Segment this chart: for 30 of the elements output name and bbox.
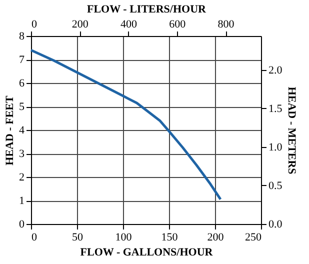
x-tick-label: 0 [32,232,38,244]
y-tick-label: 8 [19,30,25,42]
y-tick-label: 7 [19,54,25,66]
line-series [30,48,222,201]
y-tick-label: 6 [19,78,25,90]
y2-tick-label: 1.0 [268,141,283,154]
y-tick-label: 3 [19,148,25,160]
y2-tick-label: 0.0 [268,218,283,230]
x2-tick-label: 0 [32,18,38,30]
y2-tick-label: 2.0 [268,64,283,76]
x-tick-label: 250 [245,232,262,244]
x2-tick-label: 800 [218,18,235,30]
y-tick-label: 4 [19,124,25,136]
y-tick-label: 2 [19,172,24,184]
x2-tick-label: 200 [72,18,89,30]
y2-axis-title: HEAD - METERS [285,86,298,174]
x-tick-label: 100 [115,232,132,244]
y-tick-label: 0 [19,218,25,230]
y-tick-label: 1 [19,195,24,207]
y2-tick-label: 1.5 [268,102,283,115]
x-tick-label: 200 [207,232,224,244]
x-tick-label: 150 [161,232,178,244]
y2-tick-label: 0.5 [268,180,283,192]
y-tick-label: 5 [19,101,25,113]
y-axis-title: HEAD - FEET [4,95,16,166]
x2-tick-label: 600 [169,18,186,30]
x2-tick-label: 400 [120,18,138,30]
x-tick-label: 50 [72,232,84,244]
x2-axis-title: FLOW - LITERS/HOUR [87,4,208,16]
x-axis-title: FLOW - GALLONS/HOUR [80,246,214,258]
